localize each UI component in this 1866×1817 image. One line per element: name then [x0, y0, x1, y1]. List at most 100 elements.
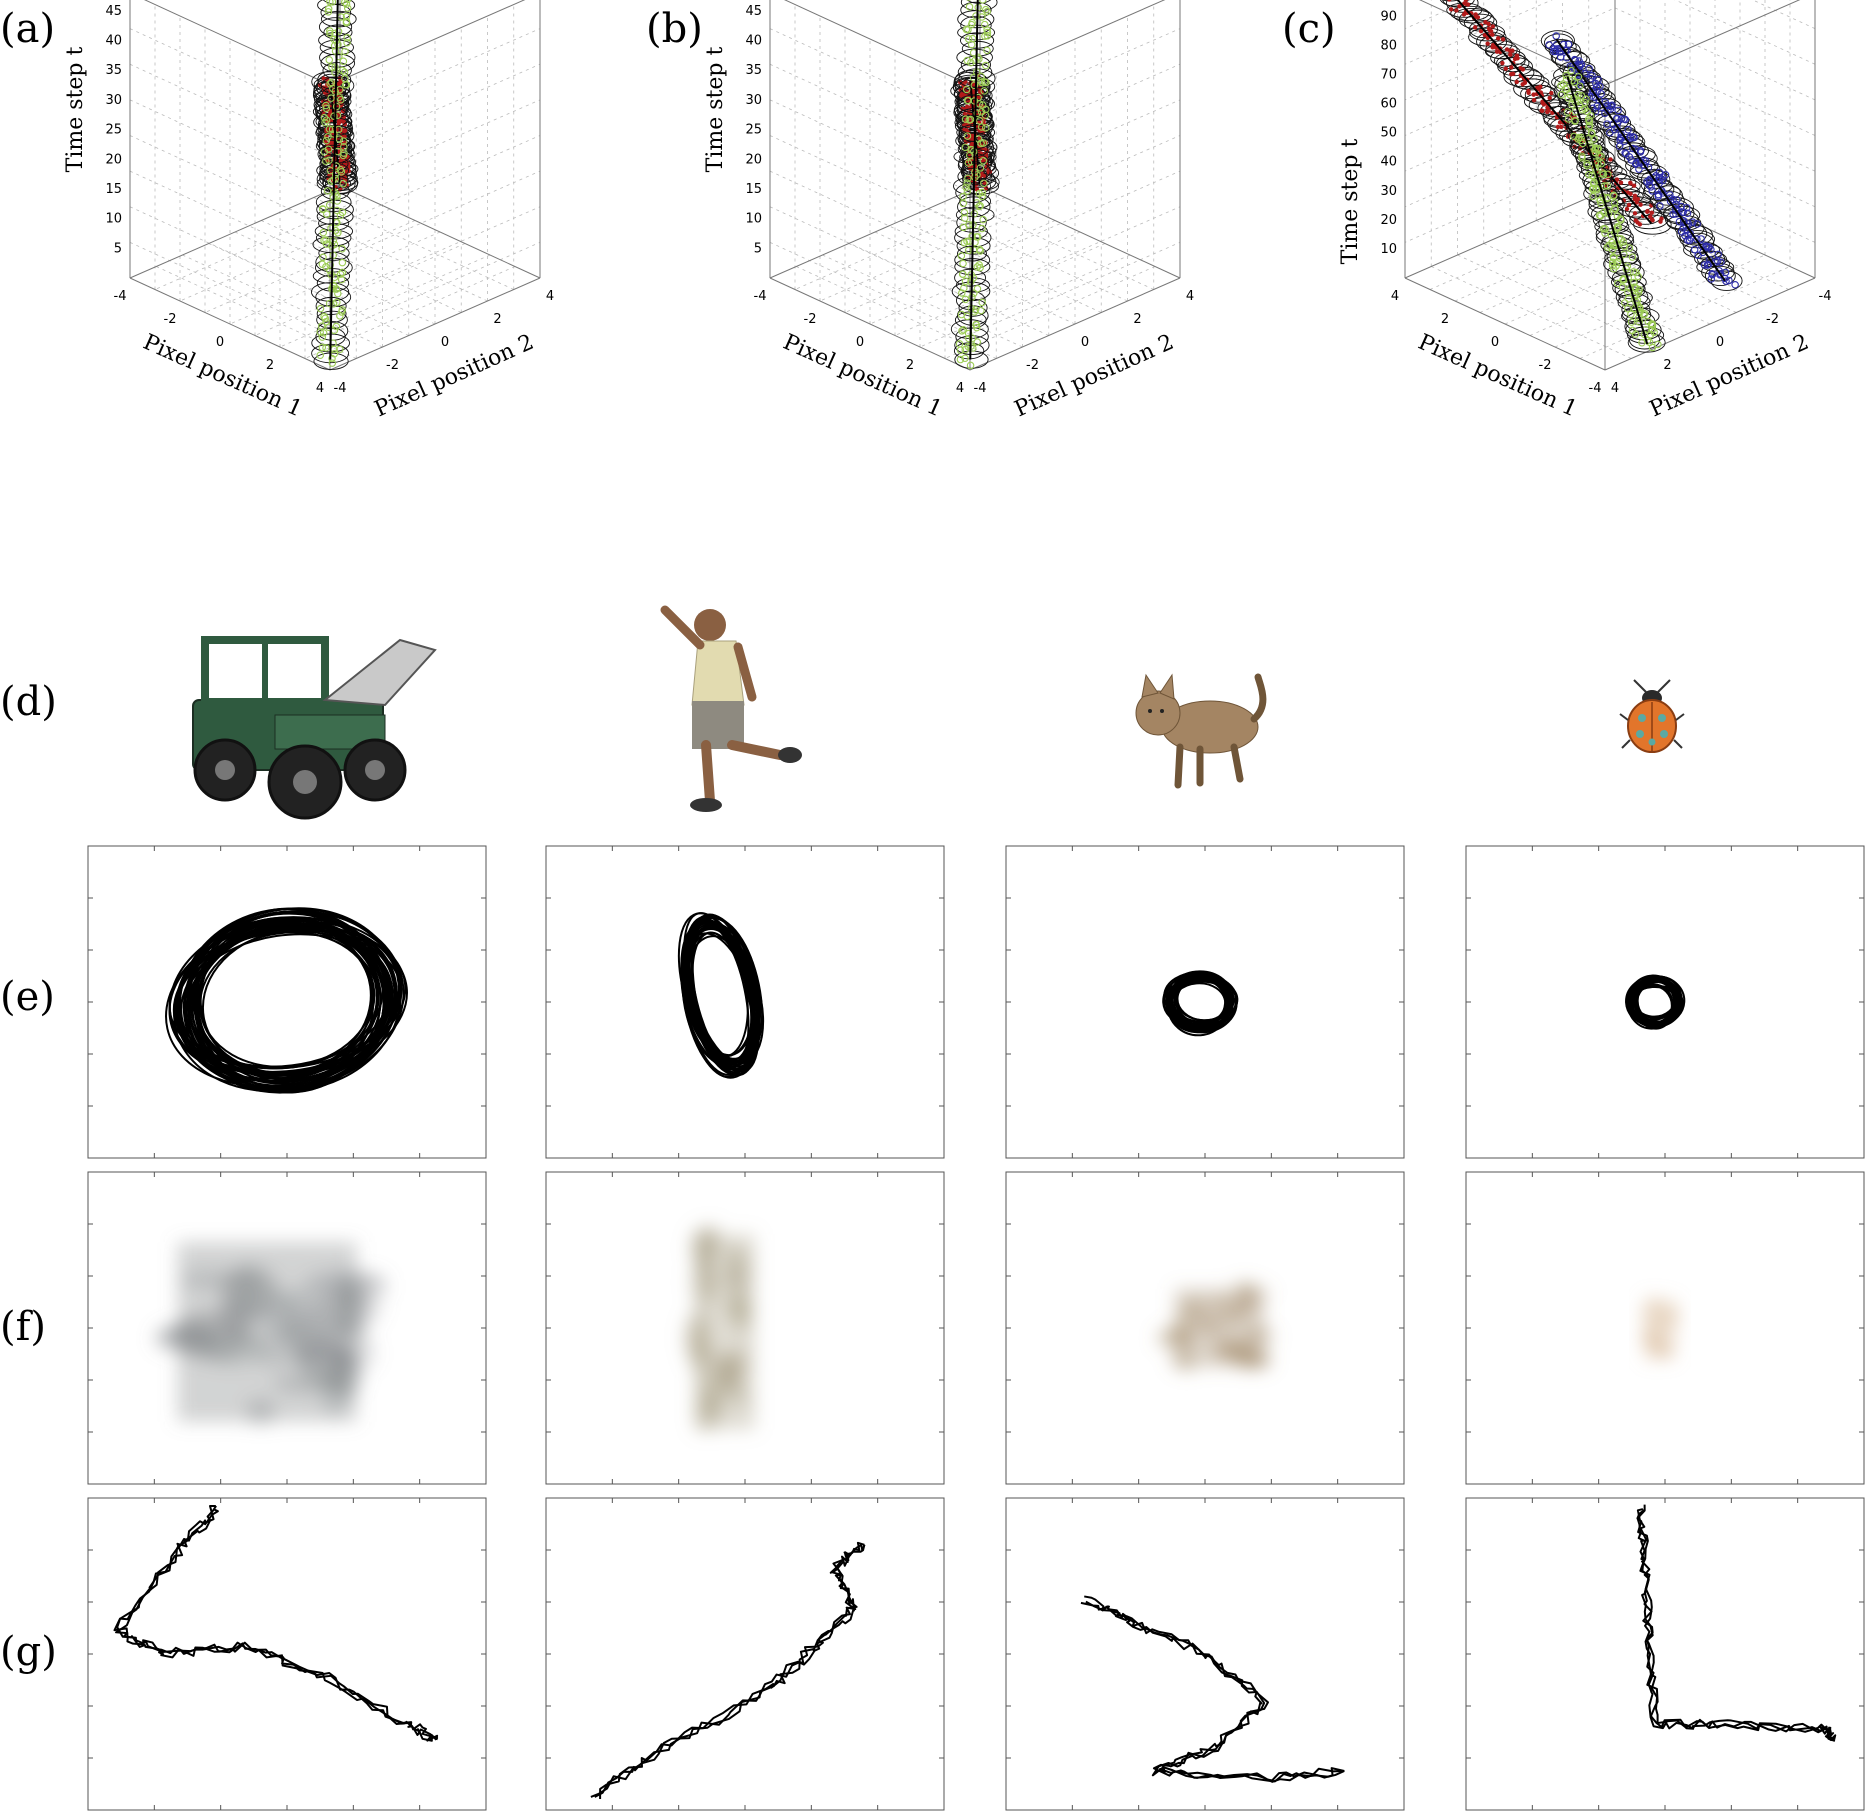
track-point — [1659, 189, 1667, 197]
track-point — [957, 310, 966, 319]
track-point — [330, 141, 335, 146]
track-point — [1601, 98, 1610, 106]
trajectory-plot-person — [545, 1497, 945, 1811]
track-point — [1531, 92, 1536, 97]
track-point — [966, 115, 975, 124]
track-point — [1549, 90, 1554, 96]
track-point — [958, 289, 966, 297]
track-point — [327, 94, 335, 102]
y-tick-label: 2 — [1663, 358, 1671, 373]
track-ellipse — [1617, 142, 1649, 160]
track-point — [975, 117, 984, 125]
track-point — [963, 187, 972, 195]
track-point — [1619, 238, 1627, 246]
track-point — [1617, 115, 1626, 123]
track-point — [1689, 218, 1697, 226]
track-point — [978, 298, 986, 307]
track-point — [1725, 276, 1733, 285]
track-point — [959, 192, 967, 201]
object-icons-row — [192, 605, 1685, 820]
track-point — [1576, 82, 1584, 90]
track-point — [1614, 223, 1623, 232]
track-ellipse — [1496, 54, 1530, 73]
trajectory-line — [599, 1541, 865, 1799]
track-ellipse — [954, 268, 987, 287]
track-point — [1722, 277, 1730, 285]
track-point — [1683, 203, 1691, 212]
track-point — [1625, 244, 1634, 252]
track-point — [332, 285, 341, 293]
track-point — [1621, 149, 1629, 157]
track-point — [1509, 65, 1514, 70]
track-point — [320, 148, 329, 156]
curve-loop — [1171, 977, 1231, 1023]
track-point — [1646, 330, 1655, 339]
track-point — [338, 208, 347, 217]
z-ticks: 5 10 15 20 25 30 35 40 45 — [105, 4, 122, 257]
track-point — [960, 284, 968, 292]
track-point — [1556, 53, 1565, 61]
panel-label-g: (g) — [0, 1629, 57, 1675]
track-point — [1495, 36, 1501, 41]
track-point — [331, 68, 339, 77]
x-ticks: -4 -2 0 2 4 — [754, 289, 965, 396]
track-point — [1610, 199, 1619, 207]
appearance-plot-person — [545, 1171, 945, 1485]
track-point — [1635, 196, 1641, 202]
track-point — [1615, 142, 1624, 150]
x-tick-label: -4 — [1589, 381, 1602, 396]
z-tick-label: 40 — [105, 34, 122, 49]
track-point — [1514, 79, 1519, 85]
track-ellipse — [1439, 0, 1469, 7]
track-point — [976, 202, 984, 210]
track-point — [981, 111, 990, 120]
track-point — [329, 284, 337, 293]
appearance-blob — [1640, 1296, 1680, 1364]
trajectory-line — [590, 1544, 866, 1798]
track-point — [326, 27, 334, 35]
track-point — [1649, 210, 1654, 215]
track-point — [972, 12, 980, 20]
track-point — [979, 156, 988, 165]
z-tick-label: 25 — [745, 123, 762, 138]
track-point — [963, 179, 971, 187]
track-green — [950, 0, 998, 370]
y-tick-label: -2 — [386, 358, 399, 373]
panel-label-e: (e) — [0, 974, 55, 1020]
cube-edges — [129, 0, 541, 371]
row-g-trajectories — [87, 1497, 1865, 1811]
track-point — [322, 101, 330, 110]
track-point — [1500, 37, 1506, 42]
track-point — [1601, 225, 1609, 233]
track-point — [1559, 124, 1564, 130]
track-point — [982, 61, 990, 70]
track-point — [1510, 48, 1515, 53]
track-point — [976, 247, 984, 255]
appearance-plot-vehicle — [87, 1171, 487, 1485]
track-point — [1583, 159, 1591, 168]
track-blue — [1540, 30, 1743, 291]
y-tick-label: 4 — [1186, 289, 1194, 304]
appearance-plot-ladybug — [1465, 1171, 1865, 1485]
track-point — [975, 261, 983, 269]
curve-loop — [189, 927, 384, 1070]
track-ellipse — [953, 342, 985, 360]
track-point — [961, 354, 969, 362]
track-point — [958, 93, 963, 98]
track-ellipse — [1559, 83, 1588, 104]
track-point — [1694, 251, 1702, 260]
curve-loop — [173, 925, 408, 1077]
track-ellipse — [966, 0, 992, 4]
track-point — [337, 118, 343, 123]
track-point — [340, 68, 349, 76]
track-point — [1697, 235, 1705, 243]
track-point — [1570, 132, 1578, 141]
track-ellipse — [1621, 300, 1651, 319]
y-tick-label: -2 — [1026, 358, 1039, 373]
track-point — [1638, 202, 1643, 207]
track-point — [338, 268, 347, 277]
track-point — [325, 56, 334, 64]
y-tick-label: -2 — [1766, 312, 1779, 327]
track-ellipse — [1513, 78, 1552, 100]
